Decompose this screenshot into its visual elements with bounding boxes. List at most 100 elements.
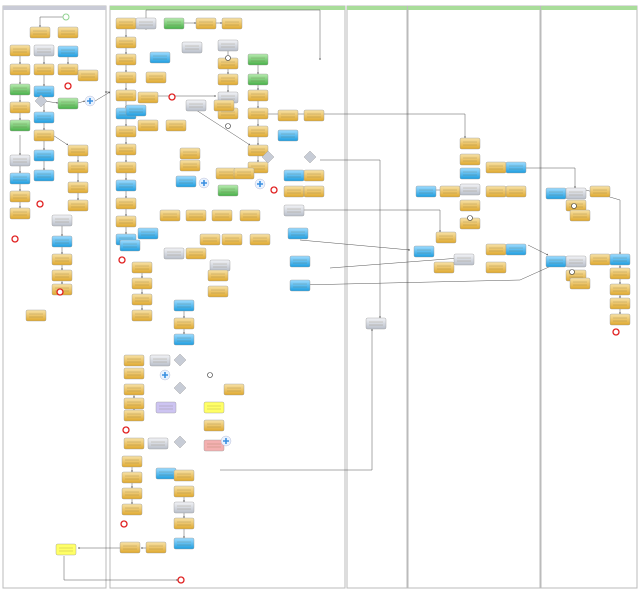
task bbox=[195, 17, 217, 30]
task bbox=[179, 147, 201, 160]
task bbox=[67, 199, 89, 212]
task bbox=[9, 119, 31, 132]
task bbox=[123, 383, 145, 396]
timer-event bbox=[225, 123, 231, 129]
task bbox=[203, 419, 225, 432]
task bbox=[283, 185, 305, 198]
connector bbox=[329, 257, 461, 269]
lane-header-3 bbox=[408, 6, 540, 10]
task bbox=[173, 317, 195, 330]
end-event bbox=[64, 82, 72, 90]
task bbox=[9, 207, 31, 220]
task bbox=[505, 161, 527, 174]
task bbox=[209, 259, 231, 272]
timer-event bbox=[569, 269, 575, 275]
task bbox=[565, 187, 587, 200]
task bbox=[9, 101, 31, 114]
plus-icon bbox=[257, 181, 263, 187]
task bbox=[149, 354, 171, 367]
task bbox=[505, 243, 527, 256]
end-event bbox=[177, 576, 185, 584]
task bbox=[25, 309, 47, 322]
connector bbox=[94, 91, 111, 102]
task bbox=[123, 437, 145, 450]
task bbox=[203, 401, 225, 414]
task bbox=[485, 261, 507, 274]
connector bbox=[299, 261, 561, 286]
task bbox=[123, 367, 145, 380]
task bbox=[173, 501, 195, 514]
task bbox=[115, 71, 137, 84]
connector bbox=[260, 113, 466, 139]
task bbox=[283, 204, 305, 217]
task bbox=[413, 245, 435, 258]
task bbox=[57, 26, 79, 39]
connector bbox=[320, 159, 381, 319]
task bbox=[439, 185, 461, 198]
task bbox=[33, 85, 55, 98]
task bbox=[365, 317, 387, 330]
end-event bbox=[11, 235, 19, 243]
task bbox=[9, 190, 31, 203]
end-event bbox=[612, 328, 620, 336]
lane-header-2 bbox=[347, 6, 407, 10]
task bbox=[185, 247, 207, 260]
task bbox=[155, 467, 177, 480]
task bbox=[175, 175, 197, 188]
task bbox=[51, 235, 73, 248]
task bbox=[565, 255, 587, 268]
end-event bbox=[36, 200, 44, 208]
task bbox=[51, 214, 73, 227]
pool-left-header bbox=[3, 6, 106, 10]
task bbox=[485, 243, 507, 256]
task bbox=[221, 17, 243, 30]
task bbox=[121, 471, 143, 484]
end-event bbox=[120, 520, 128, 528]
task bbox=[123, 409, 145, 422]
task bbox=[115, 215, 137, 228]
task bbox=[115, 17, 137, 30]
task bbox=[459, 199, 481, 212]
task bbox=[303, 169, 325, 182]
connector bbox=[77, 100, 86, 104]
end-event bbox=[270, 186, 278, 194]
task bbox=[283, 169, 305, 182]
task bbox=[33, 169, 55, 182]
plus-icon bbox=[162, 372, 168, 378]
task bbox=[173, 517, 195, 530]
lane-2 bbox=[346, 5, 408, 589]
task bbox=[77, 69, 99, 82]
task bbox=[221, 233, 243, 246]
task bbox=[459, 137, 481, 150]
task bbox=[199, 233, 221, 246]
end-event bbox=[168, 93, 176, 101]
task bbox=[57, 97, 79, 110]
task bbox=[33, 111, 55, 124]
task bbox=[233, 167, 255, 180]
task bbox=[115, 197, 137, 210]
task bbox=[131, 293, 153, 306]
end-event bbox=[122, 426, 130, 434]
task bbox=[121, 487, 143, 500]
task bbox=[277, 129, 299, 142]
task bbox=[9, 44, 31, 57]
task bbox=[277, 109, 299, 122]
task bbox=[589, 253, 611, 266]
task bbox=[289, 255, 311, 268]
plus-icon bbox=[223, 438, 229, 444]
task bbox=[185, 99, 207, 112]
task bbox=[55, 543, 77, 556]
task bbox=[287, 227, 309, 240]
task bbox=[119, 239, 141, 252]
task bbox=[213, 99, 235, 112]
task bbox=[135, 17, 157, 30]
lane-3 bbox=[407, 5, 541, 589]
task bbox=[173, 485, 195, 498]
task bbox=[121, 455, 143, 468]
task bbox=[545, 187, 567, 200]
connector bbox=[63, 556, 179, 581]
task bbox=[29, 26, 51, 39]
task bbox=[33, 129, 55, 142]
task bbox=[165, 119, 187, 132]
